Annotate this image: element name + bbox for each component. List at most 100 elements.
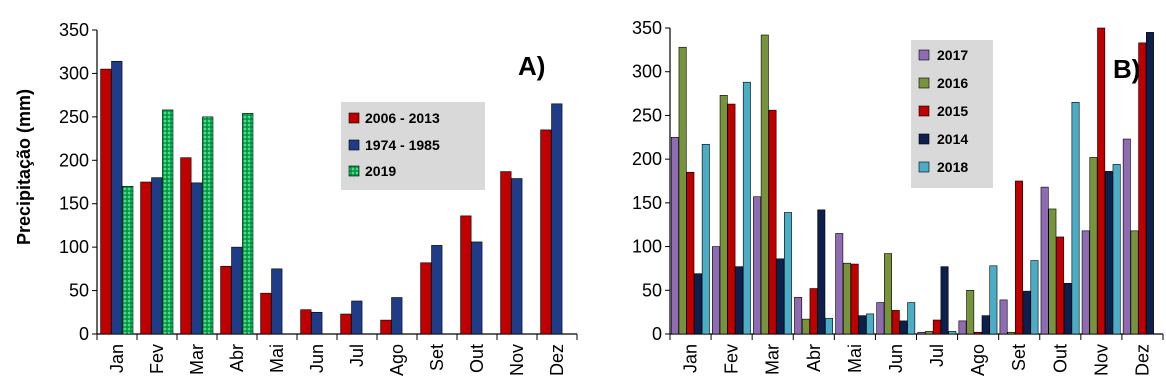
chart-b-bar-2017-dez [1122, 138, 1131, 335]
chart-a-x-tick-label-nov: Nov [507, 344, 527, 376]
chart-b-x-tick-label-jun: Jun [886, 344, 906, 373]
chart-b-bar-2015-jan [686, 171, 695, 335]
chart-b-bar-2017-abr [794, 296, 803, 335]
chart-a-y-tick-label: 350 [59, 20, 89, 40]
chart-a-legend: 2006 - 2013 1974 - 1985 2019 [341, 102, 485, 190]
chart-b-bar-2016-out [1048, 208, 1057, 335]
chart-a-y-tick-label: 200 [59, 150, 89, 170]
chart-a-bar-2019-fev [162, 109, 174, 335]
chart-b-bar-2016-fev [719, 95, 728, 335]
chart-b-x-tick-label-ago: Ago [968, 344, 988, 376]
chart-a-bars [100, 60, 563, 335]
chart-b-bar-2018-jul [948, 331, 957, 335]
chart-b-x-tick-label-nov: Nov [1091, 344, 1111, 376]
chart-b-bar-2014-abr [817, 209, 826, 335]
chart-a-bar-2019-jan [122, 186, 134, 335]
chart-b-bar-2014-fev [735, 266, 744, 335]
chart-b-bar-2016-abr [801, 318, 810, 335]
chart-b-y-tick-label: 150 [632, 193, 662, 213]
chart-b-x-tick-label-fev: Fev [722, 344, 742, 374]
chart-a-bar-2006-2013-out [460, 215, 472, 335]
legend-swatch-1974-1985 [348, 139, 360, 151]
chart-b-bar-2018-jun [907, 302, 916, 335]
chart-b-bar-2015-jul [932, 319, 941, 335]
chart-a-bar-2006-2013-fev [140, 181, 152, 335]
chart-a-x-tick-label-fev: Fev [147, 344, 167, 374]
chart-b-bar-2016-mar [760, 34, 769, 335]
chart-b-bar-2015-fev [727, 103, 736, 335]
chart-b-bars [670, 27, 1154, 335]
chart-a-y-tick-label: 100 [59, 237, 89, 257]
chart-a-bar-2006-2013-nov [500, 171, 512, 335]
chart-a-y-tick-label: 50 [69, 281, 89, 301]
chart-b-bar-2016-set [1007, 331, 1016, 335]
chart-b-x-tick-label-mar: Mar [763, 344, 783, 375]
chart-a-x-tick-label-jan: Jan [107, 344, 127, 373]
chart-b-x-tick-label-out: Out [1050, 344, 1070, 373]
chart-b-bar-2014-set [1022, 290, 1031, 335]
chart-b-bar-2015-dez [1138, 42, 1147, 335]
chart-b-y-tick-label: 100 [632, 237, 662, 257]
chart-b-y-tick-label: 50 [642, 280, 662, 300]
chart-b-bar-2018-jan [701, 143, 710, 335]
chart-b-bar-2015-mar [768, 109, 777, 335]
chart-a-bar-1974-1985-nov [511, 178, 523, 335]
chart-b-bar-2017-out [1040, 186, 1049, 335]
chart-a-x-tick-label-jun: Jun [307, 344, 327, 373]
chart-a-bar-1974-1985-mai [271, 268, 283, 335]
chart-a-x-tick-label-abr: Abr [227, 344, 247, 372]
chart-a-y-tick-label: 250 [59, 107, 89, 127]
chart-a-bar-2006-2013-jun [300, 309, 312, 335]
chart-b-bar-2014-mai [858, 315, 867, 335]
chart-b-bar-2017-jul [917, 331, 926, 335]
chart-b-x-tick-label-mai: Mai [845, 344, 865, 373]
chart-a-x-tick-label-ago: Ago [387, 344, 407, 376]
chart-a-bar-1974-1985-abr [231, 246, 243, 335]
chart-b-bar-2018-nov [1112, 164, 1121, 335]
chart-b-bar-2018-mai [866, 313, 875, 335]
chart-a-x-tick-label-set: Set [427, 344, 447, 371]
chart-a-bar-2019-mar [202, 116, 214, 335]
chart-b-bar-2018-mar [783, 212, 792, 335]
chart-b-bar-2017-jun [876, 302, 885, 335]
chart-a-panel-label: A) [518, 51, 545, 81]
chart-b-bar-2014-jul [940, 266, 949, 335]
legend-swatch-2006-2013 [348, 112, 360, 124]
chart-b-bar-2016-mai [842, 262, 851, 335]
chart-a-y-tick-label: 300 [59, 63, 89, 83]
chart-b-bar-2016-jul [925, 331, 934, 335]
chart-a-bar-2006-2013-dez [540, 129, 552, 335]
chart-a-bar-1974-1985-ago [391, 297, 403, 335]
legend-label-2015: 2015 [937, 103, 968, 119]
chart-a-bar-1974-1985-dez [551, 103, 563, 335]
chart-b-x-tick-label-jan: Jan [681, 344, 701, 373]
chart-b-bar-2018-ago [989, 265, 998, 335]
chart-b-bar-2016-dez [1130, 230, 1139, 335]
chart-a-bar-2006-2013-mai [260, 292, 272, 335]
legend-swatch-2019 [348, 165, 360, 177]
chart-b-bar-2016-nov [1089, 157, 1098, 335]
chart-a-yaxis: 0 50 100 150 200 250 300 350 [59, 20, 578, 344]
legend-label-2017: 2017 [937, 47, 968, 63]
chart-b-bar-2015-mai [850, 263, 859, 335]
chart-a-bar-1974-1985-fev [151, 177, 163, 335]
chart-b-bar-2017-mai [835, 233, 844, 335]
legend-label-2006-2013: 2006 - 2013 [365, 110, 440, 126]
chart-a-bar-1974-1985-jun [311, 311, 323, 335]
chart-a-bar-2006-2013-abr [220, 265, 232, 335]
legend-label-1974-1985: 1974 - 1985 [365, 137, 440, 153]
chart-b-bar-2014-mar [776, 258, 785, 335]
legend-label-2014: 2014 [937, 131, 968, 147]
chart-a: Precipitação (mm) 050100150200250300350 … [14, 20, 578, 376]
chart-a-x-tick-label-dez: Dez [547, 344, 567, 376]
chart-b-yaxis: 0 50 100 150 200 250 300 350 [632, 18, 1164, 344]
legend-label-2016: 2016 [937, 75, 968, 91]
chart-b-bar-2018-set [1030, 260, 1039, 335]
chart-a-legend-box [341, 102, 485, 190]
chart-b-bar-2017-mar [753, 196, 762, 335]
chart-b-bar-2016-jan [678, 46, 687, 335]
chart-b-bar-2014-out [1063, 282, 1072, 335]
chart-b-bar-2014-ago [981, 315, 990, 335]
chart-a-bar-1974-1985-jul [351, 300, 363, 335]
